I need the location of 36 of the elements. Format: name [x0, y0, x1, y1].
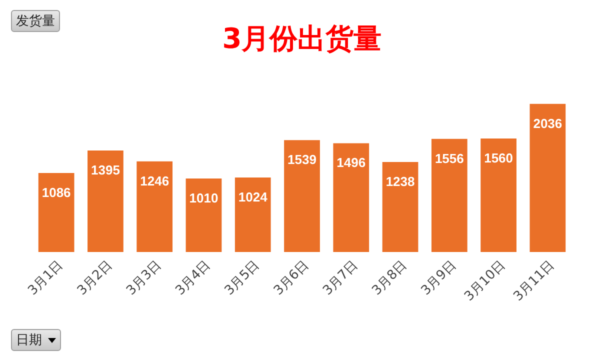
data-label: 1496 [336, 155, 366, 170]
x-tick-label: 3月5日 [222, 258, 263, 298]
x-tick-label: 3月1日 [26, 258, 66, 298]
text: 发货量 [11, 10, 60, 32]
data-label: 1086 [42, 185, 71, 200]
x-tick-label: 3月7日 [320, 258, 362, 298]
chart-title: 3月份出货量 [222, 22, 382, 55]
bar [333, 143, 370, 252]
x-tick-label: 3月4日 [172, 258, 214, 298]
bar [530, 104, 566, 252]
bar [382, 162, 418, 252]
x-tick-label: 3月11日 [511, 258, 558, 304]
bar [431, 138, 468, 252]
data-label: 1238 [386, 174, 415, 189]
data-label: 1395 [90, 162, 120, 178]
x-tick-label: 3月9日 [418, 258, 460, 298]
x-tick-label: 3月10日 [462, 258, 508, 304]
data-label: 1010 [189, 190, 218, 206]
x-tick-label: 3月3日 [124, 258, 164, 298]
x-tick-label: 3月6日 [271, 258, 312, 298]
bar [480, 138, 516, 252]
data-label: 1024 [238, 190, 268, 205]
bar [186, 178, 222, 252]
bar [88, 150, 124, 252]
bar [234, 178, 271, 252]
data-label: 1556 [434, 150, 464, 166]
bar [136, 161, 173, 252]
data-label: 1539 [288, 152, 316, 168]
x-tick-label: 3月8日 [369, 258, 410, 298]
data-label: 1560 [484, 150, 514, 166]
text: 日期 [16, 332, 42, 349]
bar [284, 140, 320, 252]
data-label: 2036 [533, 116, 562, 131]
bar [38, 173, 74, 252]
data-label: 1246 [140, 173, 170, 188]
x-tick-label: 3月2日 [74, 258, 116, 298]
